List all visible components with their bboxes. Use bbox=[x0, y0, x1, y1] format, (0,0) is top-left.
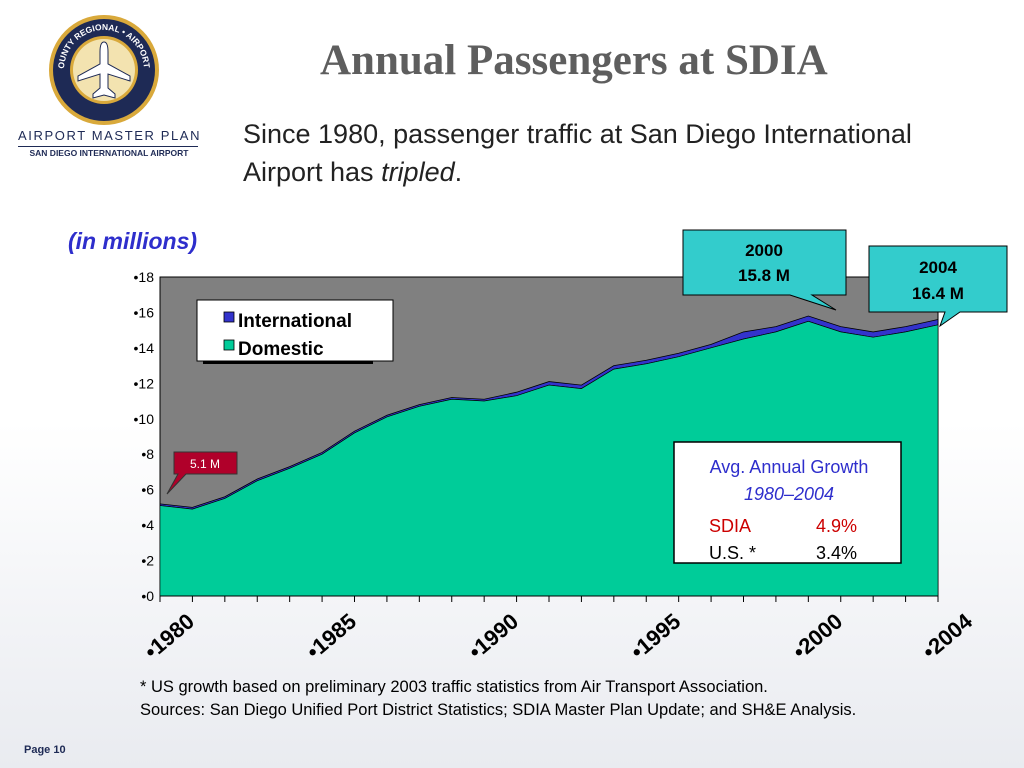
logo-line-airport-name: SAN DIEGO INTERNATIONAL AIRPORT bbox=[29, 148, 189, 158]
x-tick-label: •1985 bbox=[302, 608, 361, 664]
subtitle-text: Since 1980, passenger traffic at San Die… bbox=[243, 119, 912, 187]
legend-label-international: International bbox=[238, 311, 352, 332]
callout-2000-value: 15.8 M bbox=[738, 266, 790, 285]
growth-box: Avg. Annual Growth 1980–2004 SDIA 4.9% U.S. … bbox=[673, 441, 902, 564]
x-tick-label: •2000 bbox=[788, 608, 847, 664]
footnote-line-2: Sources: San Diego Unified Port District… bbox=[140, 701, 857, 719]
callout-2004-year: 2004 bbox=[919, 258, 957, 277]
x-tick-label: •2004 bbox=[917, 608, 977, 664]
y-tick-label: •10 bbox=[134, 411, 155, 427]
unit-label: (in millions) bbox=[68, 228, 198, 254]
legend-label-domestic: Domestic bbox=[238, 339, 324, 360]
y-tick-label: •4 bbox=[141, 517, 154, 533]
callout-2000-year: 2000 bbox=[745, 241, 783, 260]
page-number: Page 10 bbox=[24, 744, 66, 756]
growth-row-label: SDIA bbox=[709, 516, 751, 536]
y-tick-label: •0 bbox=[141, 588, 154, 604]
legend: International Domestic bbox=[196, 299, 394, 364]
callout-1980-text: 5.1 M bbox=[190, 457, 220, 471]
y-tick-label: •6 bbox=[141, 482, 154, 498]
growth-box-title: Avg. Annual Growth bbox=[710, 457, 869, 477]
legend-swatch-domestic bbox=[223, 339, 235, 351]
y-tick-label: •2 bbox=[141, 553, 154, 569]
growth-row-label: U.S. * bbox=[709, 543, 756, 563]
subtitle: Since 1980, passenger traffic at San Die… bbox=[243, 115, 943, 191]
footnote: * US growth based on preliminary 2003 tr… bbox=[140, 676, 940, 722]
footnote-line-1: * US growth based on preliminary 2003 tr… bbox=[140, 678, 768, 696]
y-tick-label: •8 bbox=[141, 446, 154, 462]
legend-box bbox=[196, 299, 394, 362]
callout-1980-box bbox=[166, 451, 238, 495]
growth-row-value: 4.9% bbox=[816, 516, 857, 536]
y-tick-label: •14 bbox=[134, 340, 155, 356]
y-tick-label: •12 bbox=[134, 375, 155, 391]
logo-divider bbox=[18, 146, 198, 147]
callout-2000-box bbox=[682, 229, 847, 311]
growth-row-value: 3.4% bbox=[816, 543, 857, 563]
page-title: Annual Passengers at SDIA bbox=[320, 37, 828, 84]
x-tick-label: •1990 bbox=[464, 608, 523, 664]
data-points bbox=[159, 315, 939, 510]
legend-swatch-international bbox=[223, 311, 235, 323]
subtitle-end: . bbox=[454, 157, 463, 187]
x-tick-label: •1980 bbox=[139, 608, 198, 664]
callout-2004: 2004 16.4 M bbox=[868, 245, 1008, 328]
growth-box-frame bbox=[673, 441, 902, 564]
callout-2004-value: 16.4 M bbox=[912, 284, 964, 303]
logo-line-master-plan: AIRPORT MASTER PLAN bbox=[18, 128, 202, 143]
growth-box-period: 1980–2004 bbox=[744, 484, 834, 504]
airport-authority-seal-logo: SAN DIEGO COUNTY REGIONAL • AIRPORT AUTH… bbox=[48, 14, 159, 125]
callout-1980: 5.1 M bbox=[166, 451, 238, 495]
callout-2000: 2000 15.8 M bbox=[682, 229, 847, 311]
callout-2004-box bbox=[868, 245, 1008, 328]
y-tick-label: •16 bbox=[134, 304, 155, 320]
subtitle-emphasis: tripled bbox=[381, 157, 455, 187]
x-tick-label: •1995 bbox=[626, 608, 685, 664]
y-tick-label: •18 bbox=[134, 269, 155, 285]
